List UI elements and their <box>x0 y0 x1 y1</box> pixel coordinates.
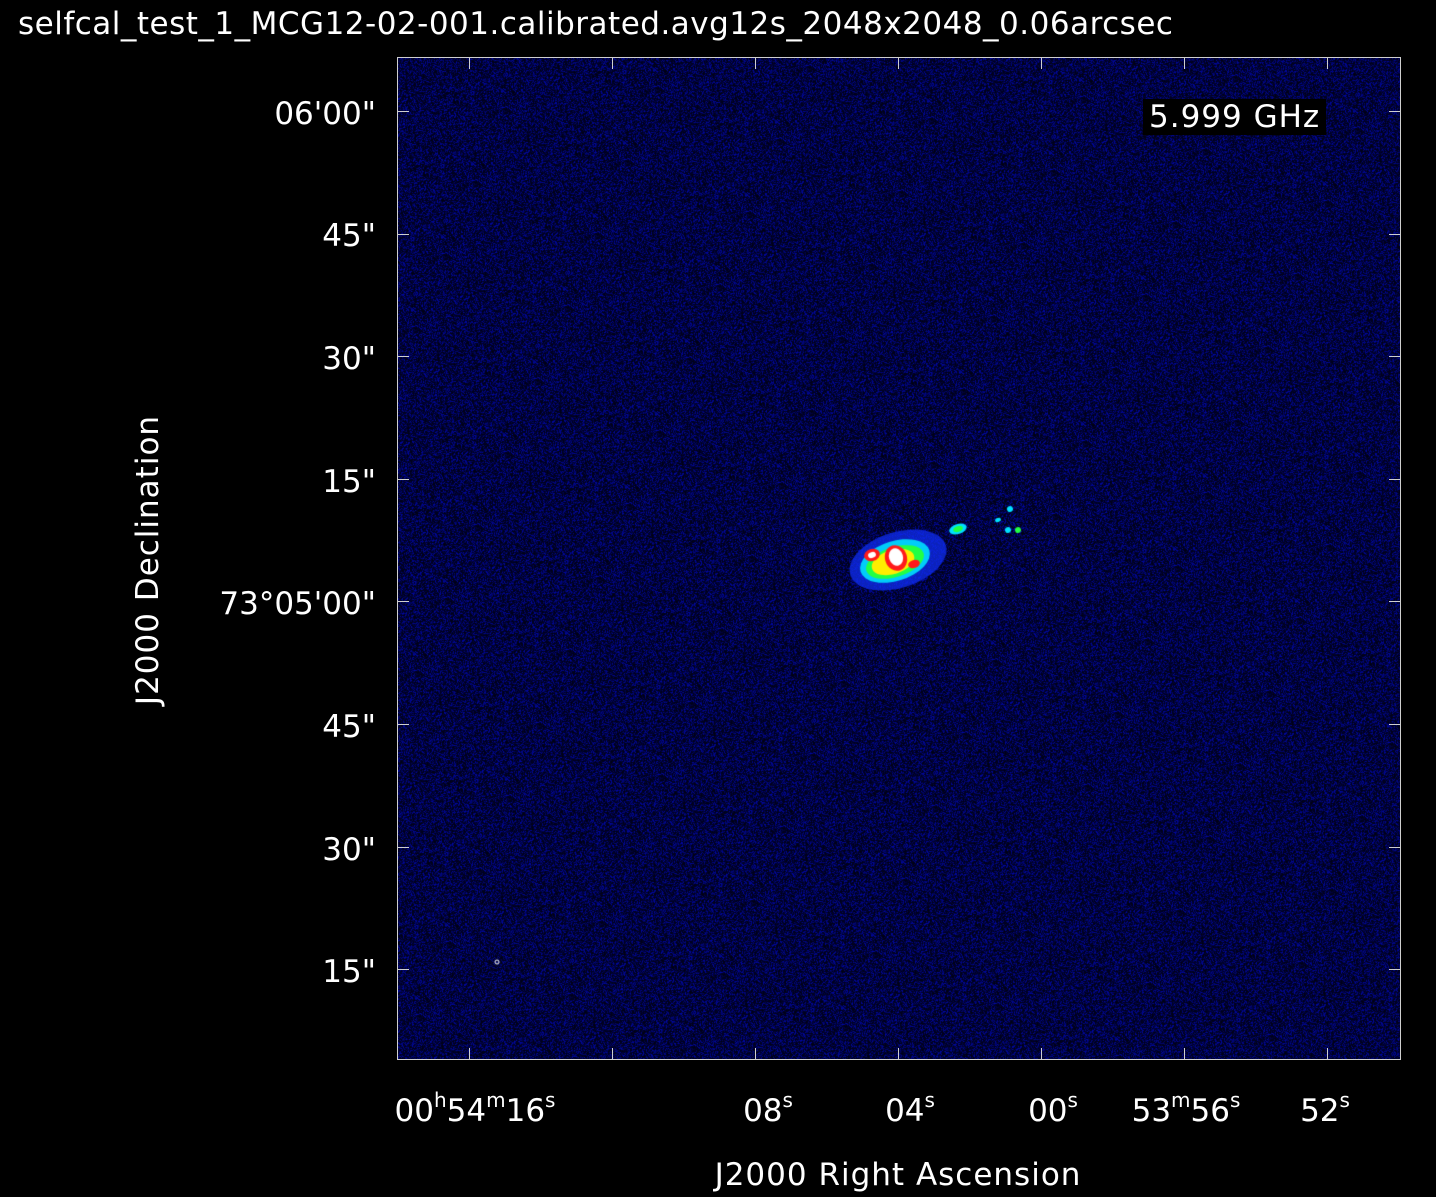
x-tick-mark <box>612 1048 613 1060</box>
y-tick-mark <box>1389 479 1401 480</box>
y-tick-label: 06'00" <box>274 96 376 132</box>
y-tick-mark <box>397 356 409 357</box>
y-tick-mark <box>397 724 409 725</box>
x-axis-title: J2000 Right Ascension <box>714 1157 1082 1193</box>
y-tick-label: 45" <box>322 218 376 254</box>
x-tick-mark <box>1327 1048 1328 1060</box>
y-tick-label: 15" <box>322 954 376 990</box>
x-tick-label: 00h54m16s <box>394 1088 556 1129</box>
x-tick-mark <box>1041 1048 1042 1060</box>
y-tick-mark <box>1389 356 1401 357</box>
x-tick-mark <box>1327 57 1328 69</box>
x-tick-mark <box>898 1048 899 1060</box>
x-tick-label: 00s <box>1028 1088 1078 1129</box>
y-tick-mark <box>1389 601 1401 602</box>
x-tick-mark <box>755 57 756 69</box>
x-tick-mark <box>1041 57 1042 69</box>
radio-image-canvas <box>398 58 1400 1059</box>
image-title: selfcal_test_1_MCG12-02-001.calibrated.a… <box>18 6 1174 42</box>
y-tick-label: 30" <box>322 832 376 868</box>
y-tick-mark <box>1389 847 1401 848</box>
y-tick-label: 15" <box>322 464 376 500</box>
x-tick-label: 08s <box>743 1088 793 1129</box>
y-tick-mark <box>397 234 409 235</box>
y-tick-mark <box>1389 724 1401 725</box>
y-tick-label: 45" <box>322 709 376 745</box>
y-tick-mark <box>397 847 409 848</box>
y-tick-mark <box>397 969 409 970</box>
y-tick-mark <box>397 479 409 480</box>
frequency-label: 5.999 GHz <box>1143 99 1327 135</box>
x-tick-mark <box>469 57 470 69</box>
y-tick-mark <box>397 111 409 112</box>
x-tick-mark <box>612 57 613 69</box>
x-tick-mark <box>469 1048 470 1060</box>
y-tick-mark <box>1389 234 1401 235</box>
x-tick-mark <box>755 1048 756 1060</box>
x-tick-mark <box>1184 1048 1185 1060</box>
radio-image-panel[interactable]: 5.999 GHz <box>397 57 1401 1060</box>
x-tick-label: 04s <box>885 1088 935 1129</box>
x-tick-mark <box>898 57 899 69</box>
y-tick-label: 73°05'00" <box>219 586 376 622</box>
y-tick-mark <box>397 601 409 602</box>
y-axis-title: J2000 Declination <box>130 414 166 706</box>
y-tick-mark <box>1389 969 1401 970</box>
x-tick-mark <box>1184 57 1185 69</box>
x-tick-label: 52s <box>1300 1088 1350 1129</box>
y-tick-label: 30" <box>322 341 376 377</box>
x-tick-label: 53m56s <box>1131 1088 1241 1129</box>
y-tick-mark <box>1389 111 1401 112</box>
